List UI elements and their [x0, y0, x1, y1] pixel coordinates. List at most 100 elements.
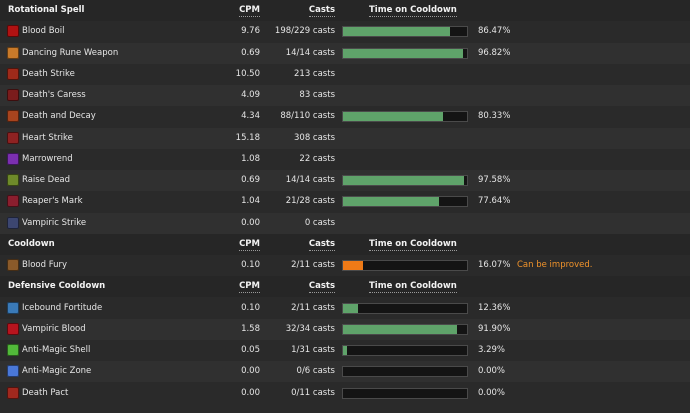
spell-name[interactable]: Dancing Rune Weapon — [22, 47, 119, 58]
raise-dead-icon[interactable] — [7, 174, 19, 186]
cpm-value: 0.10 — [241, 302, 260, 313]
blood-boil-icon[interactable] — [7, 25, 19, 38]
cpm-header-label[interactable]: CPM — [239, 5, 260, 17]
cpm-value: 0.69 — [241, 47, 260, 58]
cpm-value: 0.00 — [241, 217, 260, 228]
cpm-header[interactable]: CPM — [232, 234, 260, 255]
cooldown-bar-fill — [343, 324, 457, 334]
death-strike-icon[interactable] — [7, 67, 19, 80]
cooldown-bar — [342, 260, 468, 271]
icebound-fortitude-icon[interactable] — [7, 301, 19, 314]
death-and-decay-icon[interactable] — [7, 110, 19, 123]
cooldown-bar — [342, 26, 468, 38]
spell-row: Heart Strike 15.18 308 casts — [0, 127, 690, 149]
section-header: Defensive Cooldown CPM Casts Time on Cooldo… — [0, 276, 690, 298]
spell-name[interactable]: Blood Fury — [22, 260, 68, 270]
spell-name[interactable]: Marrowrend — [22, 153, 73, 164]
death-pact-icon[interactable] — [7, 386, 19, 399]
cooldown-bar — [342, 175, 468, 186]
spell-row: Death Strike 10.50 213 casts — [0, 64, 690, 85]
cpm-value: 4.09 — [241, 90, 260, 100]
casts-value: 213 casts — [294, 68, 335, 79]
spell-row: Death Pact 0.00 0/11 casts 0.00% — [0, 383, 690, 404]
spell-row: Dancing Rune Weapon 0.69 14/14 casts 96.82% — [0, 42, 690, 64]
heart-strike-icon[interactable] — [7, 131, 19, 144]
marrowrend-icon[interactable] — [7, 152, 19, 165]
time-on-cooldown-header-label[interactable]: Time on Cooldown — [369, 238, 457, 251]
spell-name[interactable]: Heart Strike — [22, 132, 73, 143]
deaths-caress-icon[interactable] — [7, 89, 19, 101]
spell-name[interactable]: Death's Caress — [22, 90, 86, 100]
spell-name[interactable]: Anti-Magic Zone — [22, 366, 92, 377]
spell-name[interactable]: Icebound Fortitude — [22, 302, 103, 313]
casts-header-label[interactable]: Casts — [308, 281, 335, 294]
casts-value: 21/28 casts — [285, 196, 335, 207]
casts-header-label[interactable]: Casts — [308, 238, 335, 251]
cooldown-bar — [342, 47, 468, 59]
vampiric-strike-icon[interactable] — [7, 216, 19, 229]
casts-value: 198/229 casts — [274, 26, 335, 37]
time-on-cooldown-header[interactable]: Time on Cooldown — [369, 0, 457, 21]
suggestion-note: Can be improved. — [517, 260, 593, 270]
spell-row: Marrowrend 1.08 22 casts — [0, 149, 690, 170]
cpm-header[interactable]: CPM — [232, 276, 260, 297]
cooldown-bar — [342, 366, 468, 378]
casts-value: 14/14 casts — [285, 175, 335, 185]
spell-row: Blood Boil 9.76 198/229 casts 86.47% — [0, 21, 690, 42]
spell-name[interactable]: Vampiric Strike — [22, 217, 87, 228]
cpm-value: 1.08 — [241, 153, 260, 164]
spell-name[interactable]: Vampiric Blood — [22, 323, 86, 334]
cooldown-percent: 96.82% — [478, 47, 511, 58]
casts-value: 0/11 casts — [291, 387, 335, 398]
casts-header[interactable]: Casts — [262, 234, 335, 255]
blood-fury-icon[interactable] — [7, 259, 19, 271]
time-on-cooldown-header-label[interactable]: Time on Cooldown — [369, 5, 457, 17]
cooldown-percent: 86.47% — [478, 26, 511, 37]
spell-row: Death's Caress 4.09 83 casts — [0, 85, 690, 106]
reapers-mark-icon[interactable] — [7, 195, 19, 208]
cooldown-bar — [342, 345, 468, 356]
cpm-value: 1.58 — [241, 323, 260, 334]
spell-name[interactable]: Reaper's Mark — [22, 196, 83, 207]
cooldown-bar — [342, 323, 468, 335]
spell-name[interactable]: Death Pact — [22, 387, 69, 398]
spell-row: Anti-Magic Zone 0.00 0/6 casts 0.00% — [0, 361, 690, 383]
casts-header[interactable]: Casts — [262, 276, 335, 297]
casts-value: 308 casts — [294, 132, 335, 143]
cpm-header-label[interactable]: CPM — [239, 238, 260, 251]
cpm-value: 0.00 — [241, 387, 260, 398]
spell-name[interactable]: Raise Dead — [22, 175, 71, 185]
dancing-rune-weapon-icon[interactable] — [7, 46, 19, 59]
spell-row: Death and Decay 4.34 88/110 casts 80.33% — [0, 106, 690, 127]
cooldown-percent: 91.90% — [478, 323, 511, 334]
casts-header[interactable]: Casts — [262, 0, 335, 21]
vampiric-blood-icon[interactable] — [7, 322, 19, 335]
section-header: Cooldown CPM Casts Time on Cooldown — [0, 233, 690, 255]
anti-magic-shell-icon[interactable] — [7, 344, 19, 356]
spell-name[interactable]: Anti-Magic Shell — [22, 345, 91, 355]
anti-magic-zone-icon[interactable] — [7, 365, 19, 378]
section-title: Rotational Spell — [8, 5, 85, 15]
spell-row: Blood Fury 0.10 2/11 casts 16.07% Can be imp… — [0, 255, 690, 276]
cpm-value: 0.05 — [241, 345, 260, 355]
cooldown-percent: 80.33% — [478, 111, 511, 122]
casts-value: 2/11 casts — [291, 302, 335, 313]
cooldown-bar — [342, 111, 468, 123]
cooldown-percent: 12.36% — [478, 302, 511, 313]
time-on-cooldown-header-label[interactable]: Time on Cooldown — [369, 281, 457, 294]
spell-name[interactable]: Death Strike — [22, 68, 75, 79]
cooldown-bar — [342, 196, 468, 208]
time-on-cooldown-header[interactable]: Time on Cooldown — [369, 234, 457, 255]
time-on-cooldown-header[interactable]: Time on Cooldown — [369, 276, 457, 297]
cooldown-bar-fill — [343, 261, 363, 270]
cpm-header[interactable]: CPM — [232, 0, 260, 21]
cooldown-percent: 3.29% — [478, 345, 506, 355]
casts-header-label[interactable]: Casts — [308, 5, 335, 17]
cpm-header-label[interactable]: CPM — [239, 281, 260, 294]
cooldown-bar-fill — [343, 303, 359, 313]
section-header: Rotational Spell CPM Casts Time on Cooldown — [0, 0, 690, 21]
spell-name[interactable]: Death and Decay — [22, 111, 96, 122]
casts-value: 22 casts — [299, 153, 335, 164]
spell-name[interactable]: Blood Boil — [22, 26, 65, 37]
